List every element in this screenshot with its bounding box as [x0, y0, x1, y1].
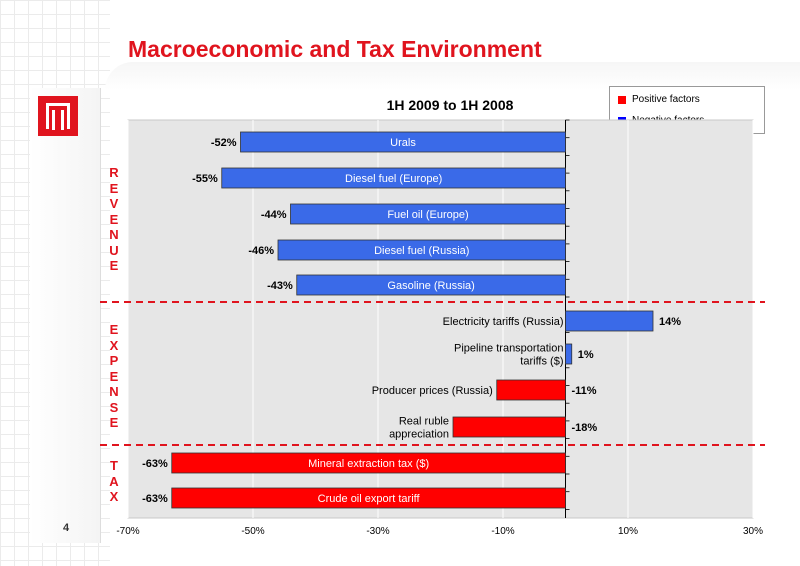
section-letter: R: [109, 165, 119, 180]
bar-value-label: 14%: [659, 316, 681, 328]
bar-category-label: Fuel oil (Europe): [387, 209, 468, 221]
section-letter: U: [109, 242, 119, 258]
bar-value-label: -55%: [192, 173, 218, 185]
bar: [221, 167, 566, 189]
logo-frame: [46, 103, 70, 129]
bar-category-label: Mineral extraction tax ($): [308, 458, 429, 470]
bar: [277, 239, 566, 261]
header-band: [105, 62, 800, 90]
bar-category-label: Diesel fuel (Russia): [374, 245, 469, 257]
legend-label-positive: Positive factors: [632, 94, 700, 105]
bar-value-label: -63%: [142, 493, 168, 505]
bar: [290, 203, 566, 225]
section-letter: X: [109, 337, 119, 353]
x-tick-label: -30%: [366, 526, 389, 537]
bar-category-label: appreciation: [389, 429, 449, 441]
logo-stroke-left: [52, 110, 55, 130]
bar-value-label: -44%: [261, 209, 287, 221]
bar: [565, 310, 654, 332]
company-logo: [38, 96, 78, 136]
bar-category-label: Gasoline (Russia): [387, 280, 474, 292]
bar-value-label: 1%: [578, 349, 594, 361]
bar: [565, 343, 573, 365]
x-tick-label: -10%: [491, 526, 514, 537]
x-tick-label: 30%: [743, 526, 763, 537]
x-tick-label: -70%: [116, 526, 139, 537]
bar-category-label: Diesel fuel (Europe): [345, 173, 442, 185]
bar-value-label: -11%: [572, 385, 597, 397]
bar-category-label: Pipeline transportation: [454, 343, 563, 355]
section-letter: A: [109, 473, 119, 489]
bar-category-label: Electricity tariffs (Russia): [443, 316, 564, 328]
bar-category-label: Crude oil export tariff: [318, 493, 421, 505]
x-tick-label: -50%: [241, 526, 264, 537]
section-letter: E: [109, 368, 119, 384]
bar: [496, 379, 566, 401]
bar-value-label: -43%: [267, 280, 293, 292]
legend-swatch-positive: [618, 95, 626, 104]
section-letter: E: [109, 180, 119, 196]
bar-value-label: -18%: [572, 422, 598, 434]
section-letter: V: [109, 196, 119, 211]
x-tick-label: 10%: [618, 526, 638, 537]
section-letter: T: [110, 458, 118, 473]
left-panel: [30, 88, 101, 543]
section-letter: P: [109, 353, 119, 368]
bar-value-label: -46%: [248, 245, 274, 257]
section-letter: X: [109, 489, 119, 504]
bar: [240, 131, 566, 153]
bar: [171, 487, 566, 509]
bar-value-label: -63%: [142, 458, 168, 470]
bar-category-label: Real ruble: [399, 416, 449, 428]
section-letter: E: [109, 258, 119, 273]
logo-stroke-right: [61, 110, 64, 130]
chart-title: 1H 2009 to 1H 2008: [386, 97, 514, 113]
bar: [296, 274, 566, 296]
section-letter: E: [109, 211, 119, 227]
bar-value-label: -52%: [211, 137, 237, 149]
slide-title: Macroeconomic and Tax Environment: [128, 36, 542, 62]
bar: [171, 452, 566, 474]
bar-category-label: Producer prices (Russia): [372, 385, 493, 397]
bar-category-label: tariffs ($): [520, 356, 563, 368]
section-letter: N: [109, 227, 119, 242]
legend-item-positive: Positive factors: [618, 94, 700, 105]
section-letter: E: [109, 322, 119, 337]
section-letter: N: [109, 384, 119, 399]
bar: [452, 416, 566, 438]
page-number: 4: [63, 522, 70, 534]
bar-category-label: Urals: [390, 137, 416, 149]
section-letter: S: [109, 399, 119, 415]
section-letter: E: [109, 415, 119, 430]
